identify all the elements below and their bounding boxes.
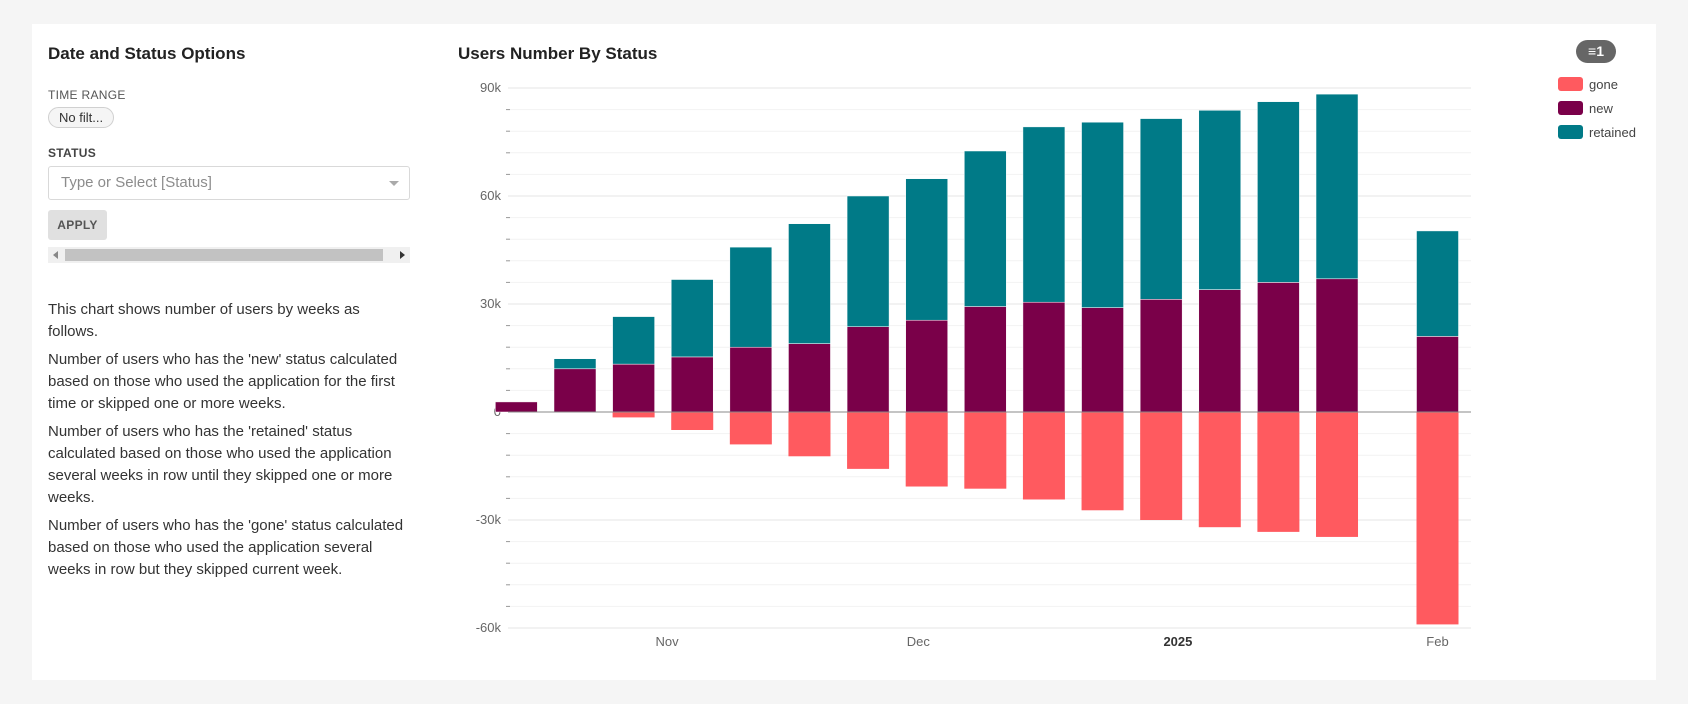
filter-icon: ≡ bbox=[1588, 43, 1597, 59]
description-paragraph: Number of users who has the 'new' status… bbox=[48, 351, 398, 412]
bar-gone bbox=[1140, 412, 1183, 520]
bar-gone bbox=[1081, 412, 1124, 511]
legend-label: gone bbox=[1589, 76, 1618, 92]
dashboard-card bbox=[32, 24, 1656, 680]
bar-new bbox=[495, 401, 538, 413]
bar-new bbox=[964, 306, 1007, 413]
time-range-filter[interactable]: No filt... bbox=[48, 107, 115, 128]
chart-title: Users Number By Status bbox=[458, 44, 658, 63]
time-range-label: TIME RANGE bbox=[48, 88, 126, 102]
bar-gone bbox=[671, 412, 714, 430]
bar-new bbox=[1315, 278, 1359, 413]
bar-new bbox=[670, 356, 714, 413]
options-panel: Date and Status Options TIME RANGE No fi… bbox=[48, 44, 410, 587]
status-label: STATUS bbox=[48, 146, 97, 160]
chart-legend: gone new retained bbox=[1558, 72, 1636, 144]
bar-retained bbox=[788, 223, 831, 344]
status-select[interactable]: Type or Select [Status] bbox=[48, 166, 410, 200]
x-tick-label: 2025 bbox=[1163, 634, 1192, 649]
legend-label: new bbox=[1589, 100, 1613, 116]
bar-new bbox=[1022, 301, 1066, 413]
bar-gone bbox=[1257, 412, 1300, 532]
legend-item-retained[interactable]: retained bbox=[1558, 120, 1636, 144]
scroll-right-icon[interactable] bbox=[400, 251, 405, 259]
bar-new bbox=[553, 368, 597, 413]
bar-new bbox=[612, 363, 655, 413]
bar-new bbox=[1139, 299, 1183, 413]
bar-new bbox=[846, 326, 890, 413]
bar-gone bbox=[1198, 412, 1241, 528]
bar-retained bbox=[964, 150, 1007, 307]
bar-gone bbox=[788, 412, 831, 457]
panel-title: Date and Status Options bbox=[48, 44, 246, 63]
y-tick-label: 90k bbox=[480, 80, 501, 95]
bar-new bbox=[1198, 289, 1242, 413]
bar-gone bbox=[847, 412, 890, 469]
legend-swatch bbox=[1558, 125, 1583, 139]
bar-retained bbox=[729, 246, 773, 348]
bar-retained bbox=[1198, 110, 1242, 290]
y-tick-label: -30k bbox=[476, 512, 502, 527]
scroll-thumb[interactable] bbox=[65, 249, 383, 261]
bar-retained bbox=[1022, 126, 1066, 303]
apply-button[interactable]: APPLY bbox=[48, 210, 107, 240]
legend-swatch bbox=[1558, 77, 1583, 91]
y-tick-label: 30k bbox=[480, 296, 501, 311]
bar-retained bbox=[1139, 118, 1183, 300]
bar-gone bbox=[1316, 412, 1359, 537]
description-paragraph: This chart shows number of users by week… bbox=[48, 301, 360, 340]
bar-new bbox=[788, 343, 831, 413]
bar-gone bbox=[964, 412, 1007, 489]
bar-new bbox=[905, 319, 948, 413]
chart-description: This chart shows number of users by week… bbox=[48, 299, 410, 581]
bar-retained bbox=[846, 195, 890, 327]
bar-retained bbox=[905, 178, 948, 321]
bar-gone bbox=[612, 412, 655, 418]
status-placeholder: Type or Select [Status] bbox=[61, 174, 212, 191]
bar-retained bbox=[1257, 101, 1300, 283]
description-paragraph: Number of users who has the 'retained' s… bbox=[48, 423, 393, 506]
legend-swatch bbox=[1558, 101, 1583, 115]
filter-badge[interactable]: ≡1 bbox=[1576, 40, 1616, 63]
x-tick-label: Feb bbox=[1426, 634, 1448, 649]
horizontal-scrollbar[interactable] bbox=[48, 247, 410, 263]
bar-retained bbox=[1315, 93, 1359, 280]
bar-retained bbox=[1081, 121, 1124, 308]
bar-new bbox=[1081, 307, 1124, 413]
bar-retained bbox=[553, 358, 597, 370]
bar-retained bbox=[670, 279, 714, 358]
bar-new bbox=[729, 346, 773, 413]
x-tick-label: Nov bbox=[656, 634, 680, 649]
caret-down-icon[interactable] bbox=[389, 181, 399, 186]
x-tick-label: Dec bbox=[907, 634, 931, 649]
scroll-left-icon[interactable] bbox=[53, 251, 58, 259]
bar-retained bbox=[1416, 230, 1459, 337]
bar-gone bbox=[729, 412, 772, 445]
bar-new bbox=[1257, 282, 1300, 413]
legend-item-new[interactable]: new bbox=[1558, 96, 1636, 120]
filter-count: 1 bbox=[1596, 43, 1604, 59]
bar-retained bbox=[612, 316, 655, 365]
bar-new bbox=[1416, 336, 1459, 413]
bar-gone bbox=[1022, 412, 1065, 500]
bar-gone bbox=[905, 412, 948, 487]
y-tick-label: 60k bbox=[480, 188, 501, 203]
description-paragraph: Number of users who has the 'gone' statu… bbox=[48, 517, 404, 578]
legend-item-gone[interactable]: gone bbox=[1558, 72, 1636, 96]
y-tick-label: -60k bbox=[476, 620, 502, 635]
legend-label: retained bbox=[1589, 124, 1636, 140]
bar-gone bbox=[1416, 412, 1459, 625]
